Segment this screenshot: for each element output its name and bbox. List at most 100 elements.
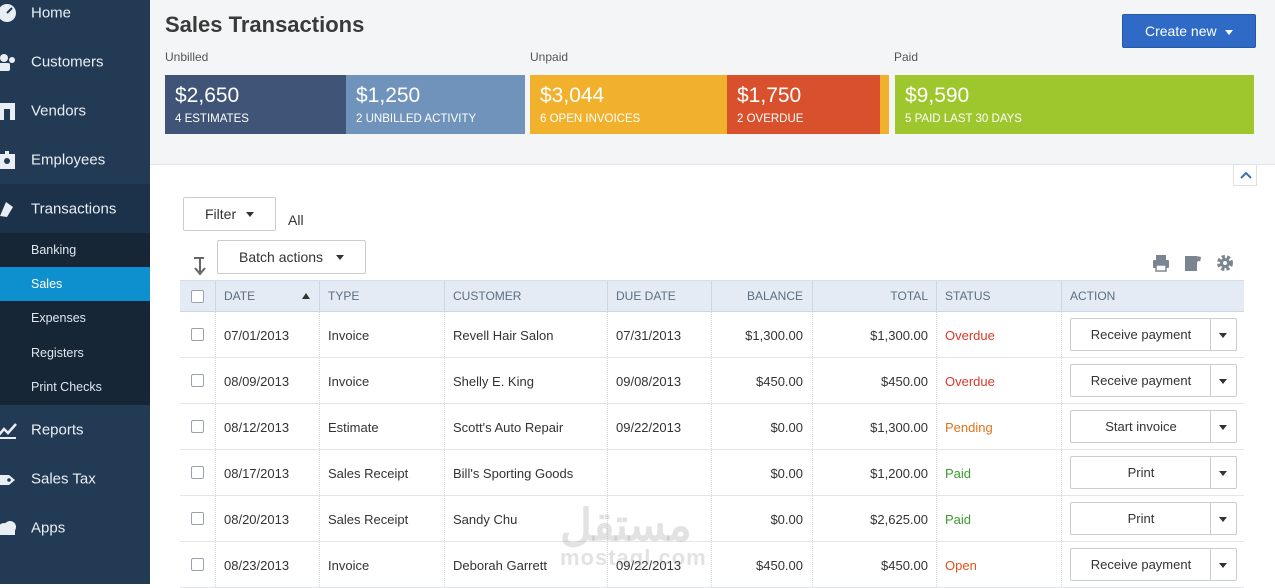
nav-apps[interactable]: Apps	[0, 503, 150, 552]
column-divider	[444, 450, 445, 495]
cell-balance: $0.00	[770, 466, 803, 481]
export-icon[interactable]	[1183, 253, 1203, 273]
employees-icon	[0, 150, 15, 169]
summary-card-open-invoices[interactable]: $3,044 6 Open Invoices	[530, 75, 728, 134]
column-header-customer[interactable]: Customer	[453, 289, 522, 303]
watermark-logo: مستقل	[560, 501, 692, 550]
split-divider	[1210, 457, 1211, 488]
chevron-down-icon	[1225, 30, 1233, 35]
table-row[interactable]: 08/17/2013 Sales Receipt Bill's Sporting…	[180, 450, 1244, 496]
table-row[interactable]: 08/09/2013 Invoice Shelly E. King 09/08/…	[180, 358, 1244, 404]
nav-employees[interactable]: Employees	[0, 135, 150, 184]
chevron-down-icon[interactable]	[1219, 425, 1227, 430]
column-divider	[215, 312, 216, 357]
cell-due-date: 09/08/2013	[616, 374, 682, 389]
subnav-print-checks[interactable]: Print Checks	[31, 380, 102, 394]
home-icon	[0, 3, 16, 22]
collapse-summary-button[interactable]	[1233, 164, 1257, 186]
row-action-button[interactable]: Receive payment	[1070, 318, 1237, 351]
row-action-button[interactable]: Start invoice	[1070, 410, 1237, 443]
transactions-icon	[0, 201, 13, 217]
table-row[interactable]: 07/01/2013 Invoice Revell Hair Salon 07/…	[180, 312, 1244, 358]
column-divider	[1061, 404, 1062, 449]
apps-icon	[0, 520, 16, 535]
chevron-up-icon	[1240, 171, 1252, 179]
split-divider	[1210, 411, 1211, 442]
table-row[interactable]: 08/23/2013 Invoice Deborah Garrett 09/22…	[180, 542, 1244, 588]
row-action-button[interactable]: Receive payment	[1070, 364, 1237, 397]
filter-button[interactable]: Filter	[183, 197, 276, 231]
cell-due-date: 09/22/2013	[616, 420, 682, 435]
column-divider	[215, 404, 216, 449]
nav-vendors[interactable]: Vendors	[0, 86, 150, 135]
section-label-unbilled: Unbilled	[165, 50, 209, 64]
column-divider	[444, 542, 445, 587]
cell-customer[interactable]: Scott's Auto Repair	[453, 420, 564, 435]
chevron-down-icon[interactable]	[1219, 379, 1227, 384]
cell-type: Sales Receipt	[328, 512, 409, 527]
cell-customer[interactable]: Bill's Sporting Goods	[453, 466, 574, 481]
cell-type: Invoice	[328, 558, 370, 573]
summary-card-paid[interactable]: $9,590 5 Paid last 30 days	[895, 75, 1254, 134]
column-divider	[444, 312, 445, 357]
column-divider	[1061, 450, 1062, 495]
row-checkbox[interactable]	[191, 558, 204, 571]
row-checkbox[interactable]	[191, 420, 204, 433]
column-divider	[215, 496, 216, 541]
cell-customer[interactable]: Sandy Chu	[453, 512, 518, 527]
cell-total: $450.00	[881, 558, 928, 573]
row-checkbox[interactable]	[191, 512, 204, 525]
batch-actions-button[interactable]: Batch actions	[217, 240, 366, 274]
summary-card-estimates[interactable]: $2,650 4 Estimates	[165, 75, 346, 134]
column-divider	[812, 312, 813, 357]
row-checkbox[interactable]	[191, 328, 204, 341]
split-divider	[1210, 319, 1211, 350]
column-header-type[interactable]: Type	[328, 289, 360, 303]
print-icon[interactable]	[1151, 253, 1171, 273]
chevron-down-icon[interactable]	[1219, 517, 1227, 522]
column-header-status[interactable]: Status	[945, 289, 991, 303]
cell-date: 08/23/2013	[224, 558, 290, 573]
table-row[interactable]: 08/20/2013 Sales Receipt Sandy Chu $0.00…	[180, 496, 1244, 542]
column-header-date[interactable]: Date	[224, 289, 256, 303]
chevron-down-icon[interactable]	[1219, 333, 1227, 338]
column-divider	[215, 358, 216, 403]
select-all-checkbox[interactable]	[191, 290, 204, 303]
cell-customer[interactable]: Revell Hair Salon	[453, 328, 554, 343]
cell-customer[interactable]: Shelly E. King	[453, 374, 534, 389]
subnav-banking[interactable]: Banking	[31, 243, 77, 257]
column-divider	[711, 312, 712, 357]
row-checkbox[interactable]	[191, 374, 204, 387]
gear-icon[interactable]	[1215, 253, 1235, 273]
chevron-down-icon[interactable]	[1219, 563, 1227, 568]
nav-reports[interactable]: Reports	[0, 405, 150, 454]
summary-card-unbilled-activity[interactable]: $1,250 2 Unbilled Activity	[346, 75, 525, 134]
column-header-total[interactable]: Total	[890, 289, 928, 303]
create-new-button[interactable]: Create new	[1122, 14, 1256, 48]
subnav-registers[interactable]: Registers	[31, 346, 84, 360]
table-row[interactable]: 08/12/2013 Estimate Scott's Auto Repair …	[180, 404, 1244, 450]
nav-home[interactable]: Home	[0, 0, 150, 37]
column-header-balance[interactable]: Balance	[746, 289, 803, 303]
summary-card-overdue[interactable]: $1,750 2 Overdue	[727, 75, 880, 134]
nav-transactions[interactable]: Transactions	[0, 184, 150, 233]
column-divider	[319, 496, 320, 541]
column-header-due-date[interactable]: Due Date	[616, 289, 676, 303]
column-divider	[607, 281, 608, 312]
column-divider	[936, 281, 937, 312]
column-divider	[319, 358, 320, 403]
cell-customer[interactable]: Deborah Garrett	[453, 558, 547, 573]
column-divider	[607, 358, 608, 403]
sort-arrow-icon[interactable]	[191, 256, 207, 276]
row-action-button[interactable]: Print	[1070, 456, 1237, 489]
row-checkbox[interactable]	[191, 466, 204, 479]
nav-sales-tax[interactable]: Sales Tax	[0, 454, 150, 503]
row-action-button[interactable]: Receive payment	[1070, 548, 1237, 581]
sort-ascending-icon[interactable]	[302, 293, 310, 299]
subnav-expenses[interactable]: Expenses	[31, 311, 86, 325]
subnav-sales[interactable]: Sales	[0, 267, 150, 301]
nav-customers[interactable]: Customers	[0, 37, 150, 86]
row-action-button[interactable]: Print	[1070, 502, 1237, 535]
chevron-down-icon[interactable]	[1219, 471, 1227, 476]
cell-date: 07/01/2013	[224, 328, 290, 343]
